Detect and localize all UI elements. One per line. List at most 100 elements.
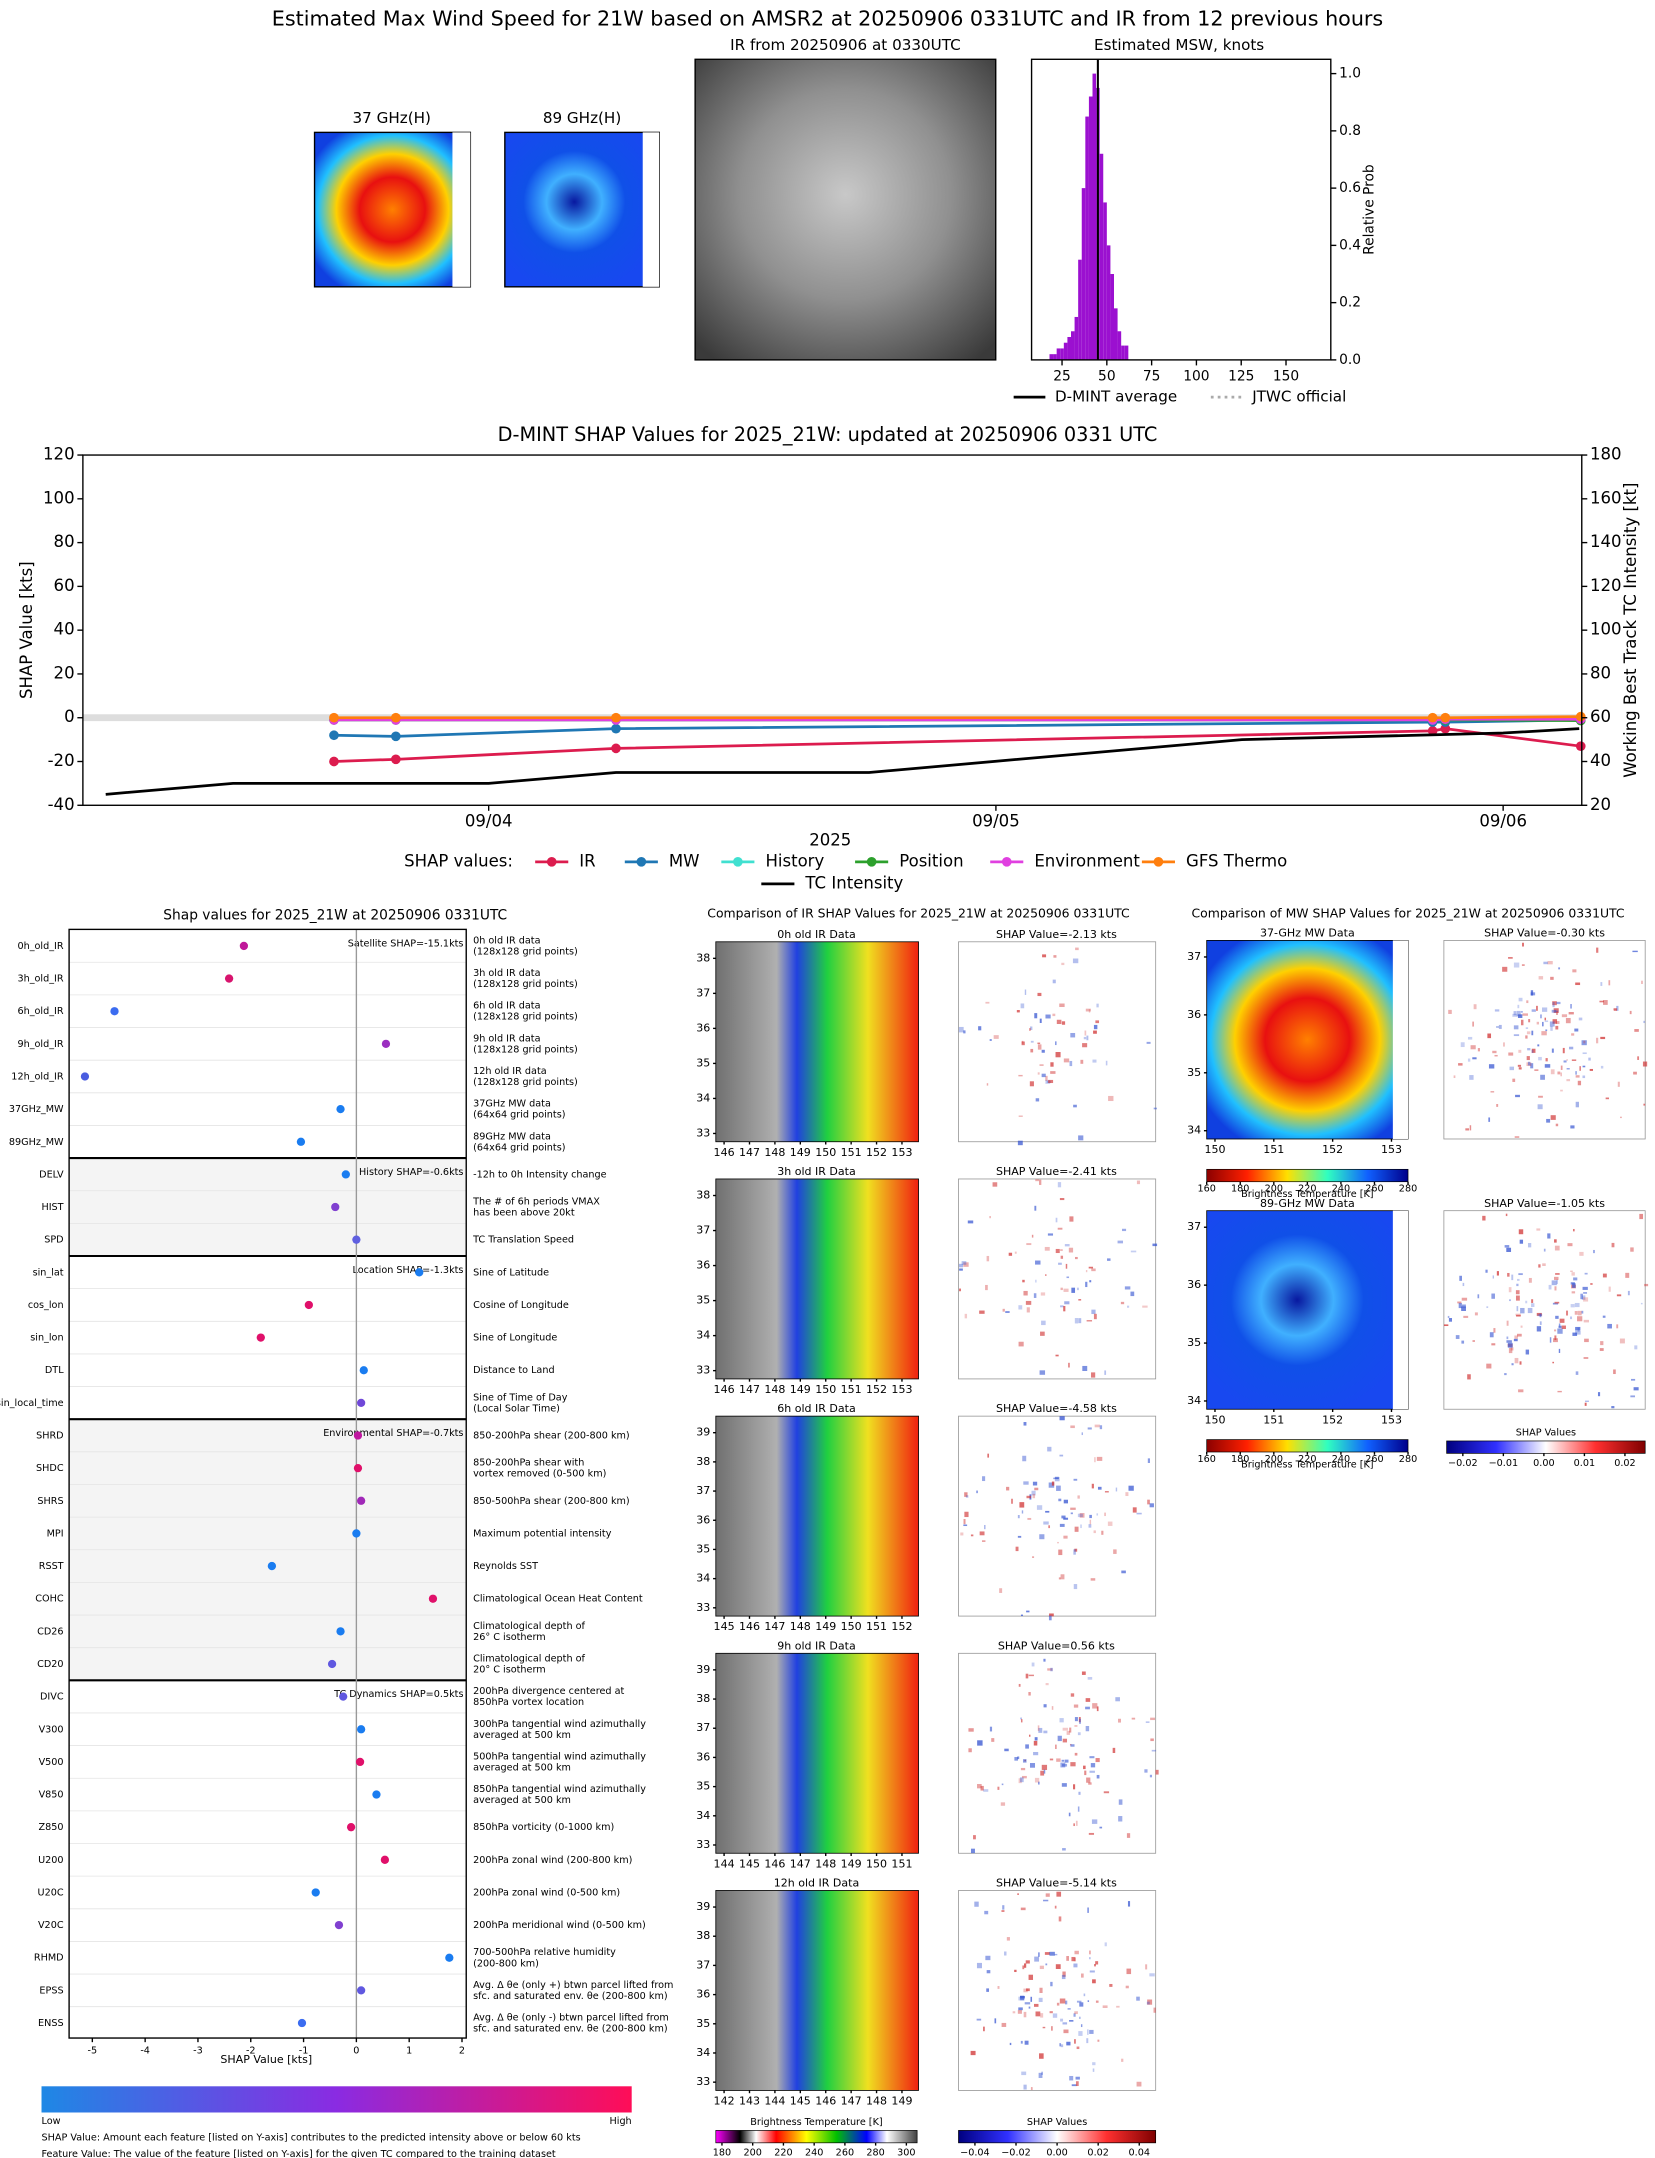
shap-speck bbox=[1075, 2076, 1080, 2080]
shap-speck bbox=[1071, 1956, 1076, 1962]
shap-speck bbox=[1570, 1270, 1573, 1272]
feature-description: Sine of Latitude bbox=[473, 1267, 549, 1278]
x-tick-label: 2 bbox=[459, 2045, 465, 2056]
shap-speck bbox=[1552, 1019, 1558, 1024]
shap-speck bbox=[1118, 1816, 1123, 1822]
shap-speck bbox=[1104, 1942, 1107, 1947]
feature-name: V500 bbox=[39, 1757, 64, 1768]
shap-speck bbox=[1018, 1996, 1020, 2001]
feature-description: 200hPa zonal wind (200-800 km) bbox=[473, 1855, 632, 1866]
lon-tick-label: 149 bbox=[891, 2094, 912, 2107]
shap-speck bbox=[1001, 1783, 1004, 1786]
shap-speck bbox=[1030, 2087, 1033, 2091]
panel-title: SHAP Value=-4.58 kts bbox=[996, 1402, 1117, 1415]
colorbar-tick-label: −0.02 bbox=[1448, 1458, 1478, 1469]
lat-tick-label: 35 bbox=[696, 1294, 710, 1307]
shap-speck bbox=[1575, 1326, 1581, 1331]
shap-speck bbox=[1095, 1020, 1100, 1024]
shap-speck bbox=[1108, 1095, 1114, 1102]
feature-name: SHDC bbox=[36, 1463, 64, 1474]
shap-speck bbox=[1516, 1314, 1521, 1317]
section-title: Comparison of IR SHAP Values for 2025_21… bbox=[707, 906, 1129, 921]
lat-tick-label: 36 bbox=[696, 1513, 710, 1526]
shap-speck bbox=[1030, 1996, 1033, 2002]
shap-speck bbox=[1562, 1047, 1565, 1054]
shap-speck bbox=[1095, 1961, 1099, 1965]
shap-speck bbox=[1556, 1021, 1560, 1024]
shap-speck bbox=[1516, 1010, 1521, 1017]
lon-tick-label: 144 bbox=[764, 2094, 785, 2107]
shap-speck bbox=[1153, 1107, 1157, 1110]
colorbar-tick-label: 240 bbox=[1332, 1184, 1350, 1195]
shap-speck bbox=[1518, 1389, 1524, 1393]
shap-speck bbox=[1071, 1287, 1076, 1293]
shap-speck bbox=[1083, 1765, 1086, 1770]
shap-speck bbox=[1079, 1718, 1081, 1724]
shap-speck bbox=[1089, 1280, 1092, 1283]
shap-speck bbox=[1069, 2020, 1074, 2022]
lat-tick-label: 35 bbox=[1187, 1066, 1201, 1079]
shap-speck bbox=[1509, 1066, 1515, 1071]
bar bbox=[1078, 259, 1082, 360]
shap-speck bbox=[1074, 1526, 1079, 1532]
shap-speck bbox=[1581, 1040, 1587, 1046]
panel-title: 3h old IR Data bbox=[777, 1165, 856, 1178]
shap-speck bbox=[1508, 1052, 1514, 1056]
shap-speck bbox=[1020, 2040, 1023, 2044]
y-tick-label: 60 bbox=[54, 576, 75, 595]
panel-title: 89-GHz MW Data bbox=[1260, 1197, 1355, 1210]
shap-speck bbox=[1017, 1756, 1020, 1760]
shap-speck bbox=[1073, 1104, 1077, 1108]
shap-speck bbox=[1054, 1476, 1060, 1482]
colorbar-tick-label: 0.00 bbox=[1533, 1458, 1554, 1469]
feature-description: 12h old IR data bbox=[473, 1066, 547, 1077]
feature-description: 700-500hPa relative humidity bbox=[473, 1947, 616, 1958]
bar bbox=[1092, 73, 1097, 360]
shap-speck bbox=[1009, 2042, 1012, 2046]
shap-speck bbox=[1059, 1416, 1065, 1421]
shap-speck bbox=[976, 1962, 982, 1969]
shap-speck bbox=[1085, 1725, 1090, 1732]
shap-speck bbox=[1579, 1251, 1584, 1256]
shap-speck bbox=[1086, 1320, 1093, 1322]
lat-tick-label: 33 bbox=[696, 1838, 710, 1851]
lon-tick-label: 148 bbox=[764, 1383, 785, 1396]
legend-marker bbox=[636, 856, 647, 867]
shap-speck bbox=[1094, 1424, 1100, 1428]
shap-speck bbox=[1541, 1031, 1547, 1036]
shap-speck bbox=[1508, 957, 1513, 959]
shap-speck bbox=[1492, 1050, 1497, 1054]
shap-speck bbox=[1570, 1004, 1572, 1009]
feature-name: 0h_old_IR bbox=[17, 941, 63, 952]
shap-speck bbox=[1018, 1115, 1023, 1117]
shap-speck bbox=[1054, 1476, 1059, 1480]
shap-speck bbox=[1002, 1905, 1005, 1910]
shap-speck bbox=[1536, 1021, 1540, 1025]
shap-speck bbox=[1078, 1299, 1082, 1301]
shap-speck bbox=[1574, 1302, 1580, 1308]
shap-speck bbox=[1556, 1001, 1561, 1005]
shap-speck bbox=[1629, 1010, 1632, 1015]
shap-speck bbox=[1513, 1011, 1517, 1016]
shap-speck bbox=[1062, 1738, 1068, 1743]
shap-speck bbox=[1104, 1512, 1106, 1517]
shap-speck bbox=[1494, 1009, 1500, 1012]
lat-tick-label: 36 bbox=[696, 1021, 710, 1034]
shap-speck bbox=[1039, 1965, 1044, 1970]
shap-speck bbox=[1583, 1040, 1586, 1044]
shap-speck bbox=[1506, 1336, 1509, 1340]
shap-speck bbox=[1513, 1338, 1518, 1342]
shap-speck bbox=[1107, 1521, 1113, 1526]
shap-speck bbox=[1453, 1075, 1456, 1079]
shap-speck bbox=[999, 1588, 1003, 1593]
x-tick-label: 09/04 bbox=[465, 811, 513, 830]
shap-speck bbox=[1038, 1781, 1040, 1785]
shap-speck bbox=[1035, 1260, 1041, 1265]
shap-speck bbox=[1093, 1313, 1097, 1320]
shap-speck bbox=[1060, 1287, 1063, 1291]
colorbar-tick-label: 160 bbox=[1197, 1184, 1215, 1195]
shap-speck bbox=[1443, 1324, 1449, 1327]
x-tick-label: 09/05 bbox=[972, 811, 1020, 830]
shap-speck bbox=[1605, 1097, 1609, 1100]
colorbar-tick-label: 200 bbox=[1265, 1454, 1283, 1465]
